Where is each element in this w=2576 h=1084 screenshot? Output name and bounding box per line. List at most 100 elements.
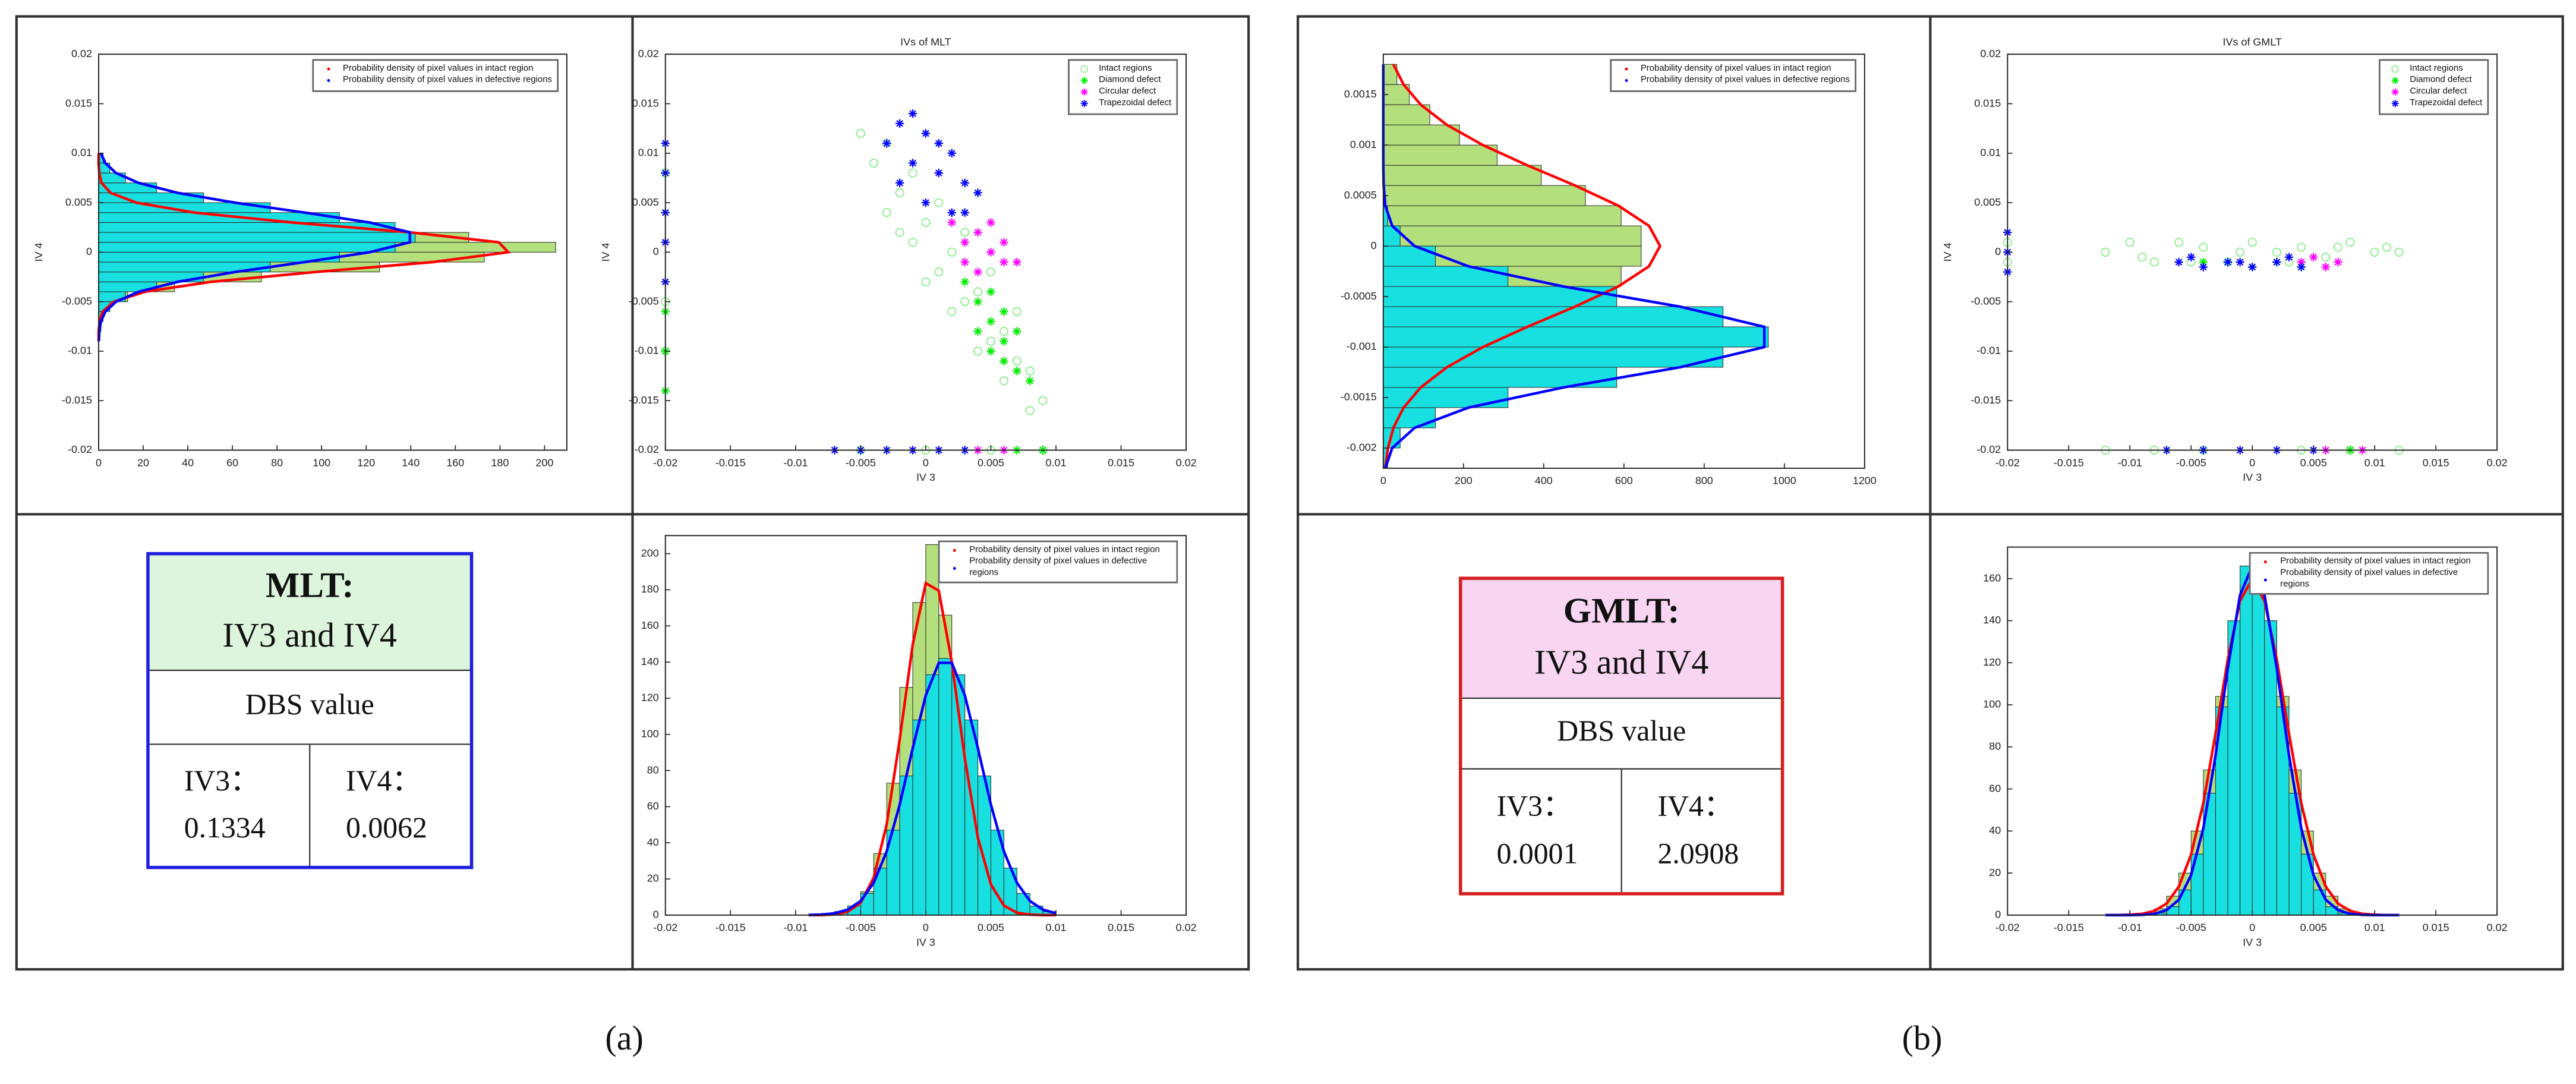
y-axis-label: IV 4	[33, 242, 45, 261]
histogram-bar	[938, 658, 953, 916]
table-row-label: DBS value	[1557, 714, 1686, 747]
y-tick-label: -0.015	[1970, 394, 2001, 406]
histogram-bar	[1383, 266, 1509, 287]
y-tick-label: 0.01	[1980, 147, 2001, 159]
scatter-point	[2382, 242, 2392, 252]
scatter-point	[986, 218, 995, 227]
histogram-bar	[1383, 185, 1586, 206]
legend-entry: Probability density of pixel values in d…	[318, 75, 552, 86]
scatter-point	[960, 228, 970, 237]
histogram-bar	[1383, 144, 1498, 166]
scatter-point	[1026, 376, 1035, 386]
table-title: GMLT:	[1563, 591, 1680, 631]
scatter-point	[2125, 238, 2134, 247]
scatter-point	[2394, 247, 2404, 257]
histogram-bar	[1383, 245, 1436, 267]
x-tick-label: 0.01	[2364, 922, 2385, 934]
x-axis-label: IV 3	[916, 937, 935, 948]
scatter-point	[895, 178, 904, 187]
scatter-point	[908, 159, 917, 168]
x-tick-label: 40	[182, 456, 194, 468]
panel-label: (a)	[605, 1019, 643, 1057]
x-tick-label: -0.01	[783, 456, 808, 468]
chart: -0.02 -0.015 -0.01 -0.005 0 0.005 0.01 0.015 0.0…	[600, 36, 1197, 484]
scatter-point	[856, 128, 865, 138]
scatter-point	[2236, 257, 2244, 267]
scatter-point	[2137, 253, 2147, 262]
legend-entry: Probability density of pixel values in d…	[945, 557, 1171, 578]
scatter-point	[2199, 263, 2208, 272]
y-tick-label: -0.005	[62, 295, 92, 307]
x-tick-label: 0.01	[2364, 456, 2385, 468]
y-tick-label: 20	[647, 872, 659, 884]
y-tick-label: 0.005	[65, 196, 92, 208]
scatter-point	[973, 188, 982, 197]
scatter-point	[934, 138, 944, 148]
scatter-point	[1012, 307, 1021, 316]
legend-wrap: Probability density of pixel values in i…	[666, 540, 1178, 584]
y-tick-label: -0.005	[629, 295, 659, 307]
legend-entry: Diamond defect	[2385, 75, 2483, 86]
x-tick-label: 0.005	[978, 922, 1004, 934]
legend-box: Probability density of pixel values in i…	[2249, 552, 2489, 595]
x-tick-label: 160	[446, 456, 464, 468]
y-tick-label: -0.015	[62, 394, 92, 406]
legend-entry: Probability density of pixel values in i…	[1616, 64, 1850, 75]
scatter-point	[2370, 247, 2379, 257]
histogram-bar	[1383, 407, 1436, 428]
chart: -0.02 -0.015 -0.01 -0.005 0 0.005 0.01 0.015 0.0…	[641, 535, 1197, 948]
x-tick-label: 0	[923, 922, 929, 934]
y-tick-label: -0.015	[629, 394, 659, 406]
scatter-point	[947, 307, 957, 316]
y-tick-label: 60	[647, 800, 659, 812]
legend-label: Probability density of pixel values in i…	[2280, 557, 2471, 568]
y-tick-label: 140	[641, 656, 659, 667]
scatter-point	[2284, 253, 2294, 261]
legend-marker	[1080, 100, 1088, 108]
legend-entry: Probability density of pixel values in d…	[2256, 569, 2482, 590]
x-tick-label: 0.02	[1176, 456, 1197, 468]
scatter-point	[973, 228, 982, 237]
scatter-point	[960, 208, 969, 217]
x-tick-label: -0.02	[653, 456, 677, 468]
y-tick-label: 0.01	[71, 147, 92, 159]
x-tick-label: -0.015	[2054, 922, 2084, 934]
y-tick-label: -0.005	[1970, 295, 2001, 307]
y-tick-label: 160	[641, 619, 659, 631]
x-tick-label: 0.015	[1108, 456, 1134, 468]
table-subtitle: IV3 and IV4	[223, 616, 397, 654]
legend-box: Probability density of pixel values in i…	[311, 59, 559, 92]
scatter-point	[973, 287, 983, 297]
legend-marker	[953, 549, 956, 553]
legend-label: Probability density of pixel values in d…	[2280, 568, 2458, 590]
scatter-point	[973, 346, 983, 356]
y-tick-label: -0.02	[68, 443, 92, 455]
x-tick-label: 1000	[1773, 475, 1796, 487]
legend-dot	[326, 79, 330, 83]
x-tick-label: -0.02	[1995, 922, 2020, 934]
x-tick-label: 1200	[1853, 475, 1877, 487]
density-curve	[97, 153, 511, 342]
legend-entry: Trapezoidal defect	[2385, 99, 2482, 109]
legend-label: Probability density of pixel values in i…	[342, 64, 534, 74]
scatter-point	[1013, 327, 1021, 336]
y-tick-label: 100	[1983, 698, 2001, 710]
scatter-point	[2174, 238, 2184, 247]
frames	[15, 15, 2564, 971]
legend-dot	[326, 68, 330, 71]
y-tick-label: 0.02	[638, 48, 659, 59]
histogram-bar	[1383, 225, 1401, 247]
x-tick-label: 180	[491, 456, 509, 468]
y-tick-label: -0.002	[1347, 442, 1377, 453]
chart: 0 200 400 600 800 1000 1200 -0.002 -0.0015 -0.001…	[1341, 53, 1877, 487]
y-tick-label: 20	[1989, 866, 2001, 878]
legend-symbol	[2391, 89, 2399, 96]
legend-label: Diamond defect	[1099, 75, 1161, 86]
table-border	[146, 552, 474, 869]
table-subtitle: IV3 and IV4	[1534, 643, 1708, 682]
x-tick-label: 0.005	[978, 456, 1004, 468]
histogram-bar	[98, 251, 340, 263]
scatter-point	[2236, 247, 2245, 257]
